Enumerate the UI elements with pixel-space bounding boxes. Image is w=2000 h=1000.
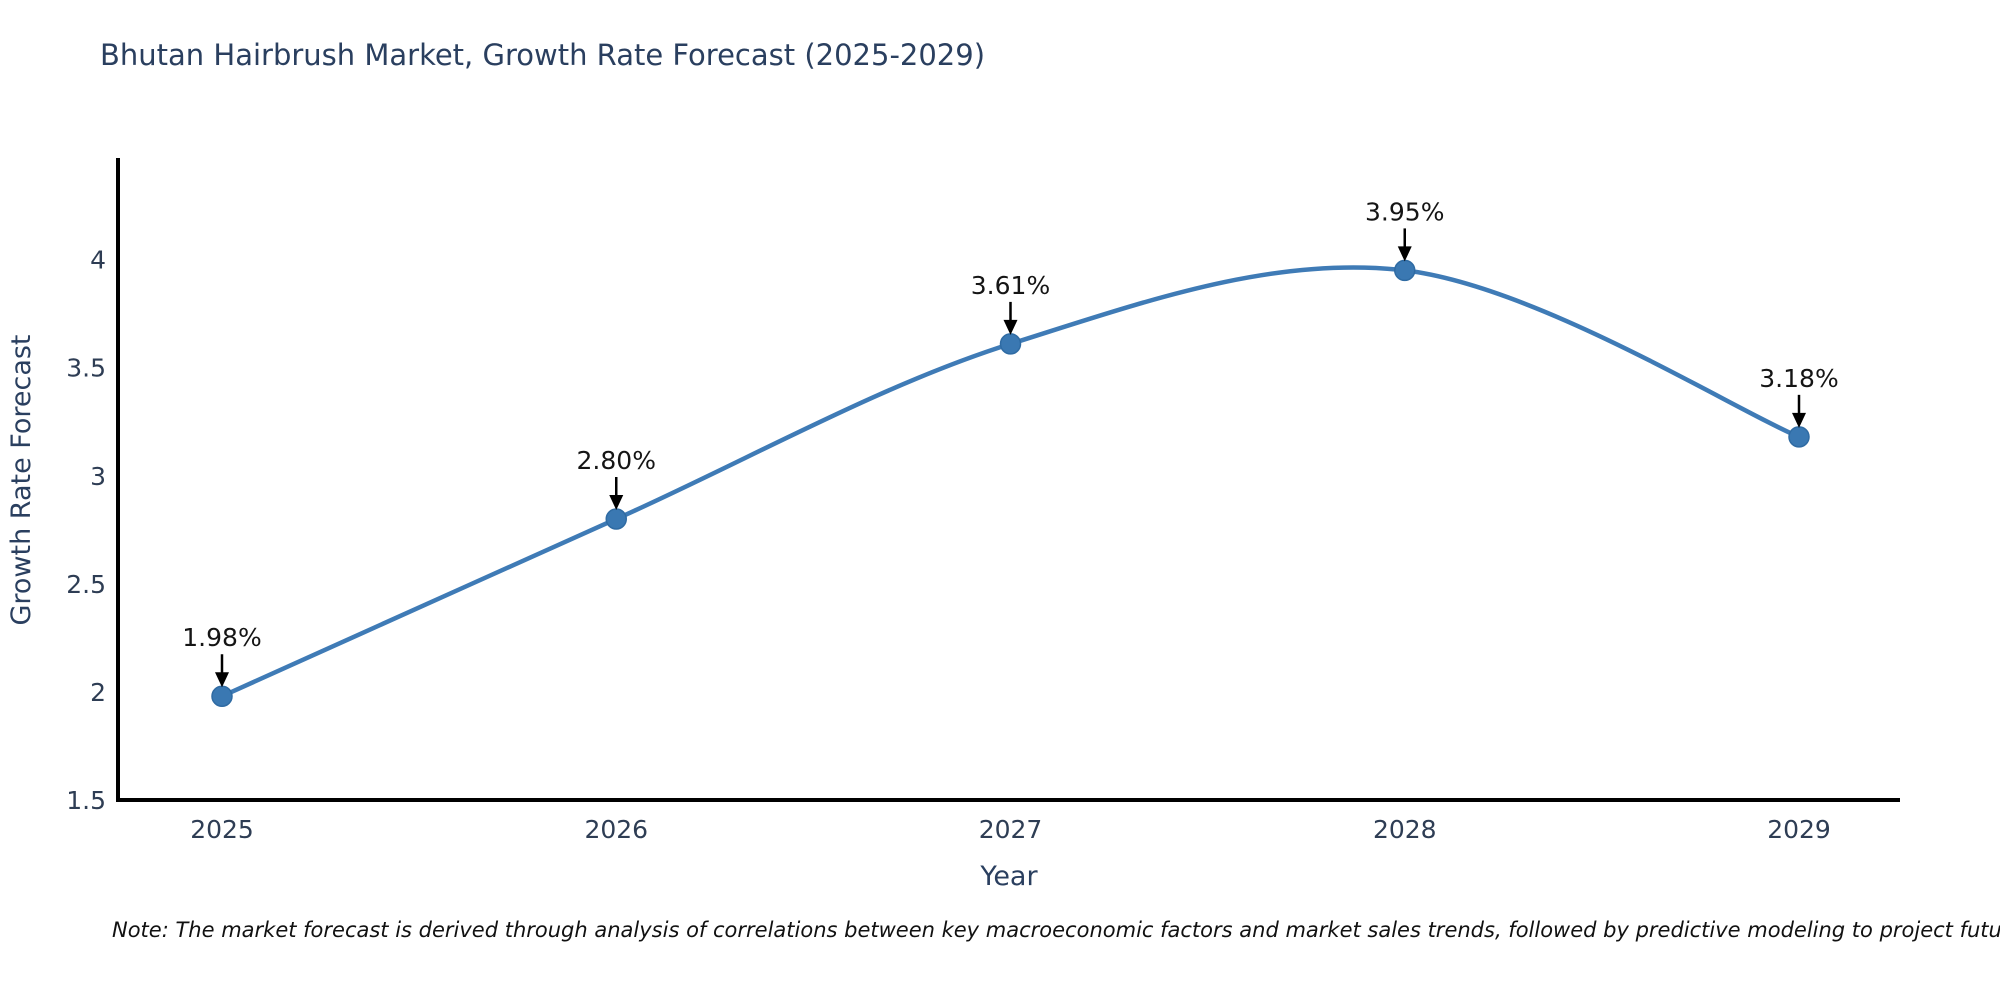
y-tick-label: 3 [90, 462, 106, 491]
y-tick-label: 1.5 [66, 786, 106, 815]
annotation-arrowhead-icon [215, 672, 229, 688]
y-tick-label: 2 [90, 678, 106, 707]
x-axis-title: Year [979, 861, 1038, 892]
data-point-label: 3.18% [1759, 364, 1838, 393]
footnote: Note: The market forecast is derived thr… [112, 918, 2000, 942]
x-tick-label: 2029 [1767, 815, 1831, 844]
series [211, 259, 1810, 707]
data-point-marker[interactable] [999, 333, 1022, 355]
annotation-arrowhead-icon [609, 494, 624, 510]
axis-ticks: 1.5 2 2.5 3 3.5 4 2025 2026 2027 2028 2029 [66, 246, 1831, 844]
y-tick-label: 4 [90, 246, 106, 275]
annotation-arrowhead-icon [1397, 246, 1412, 262]
chart-title: Bhutan Hairbrush Market, Growth Rate For… [100, 38, 986, 72]
y-axis-title: Growth Rate Forecast [6, 334, 37, 625]
x-tick-label: 2026 [584, 815, 648, 844]
data-point-label: 2.80% [577, 446, 656, 475]
y-tick-label: 2.5 [66, 570, 106, 599]
annotation-arrowhead-icon [1792, 412, 1806, 428]
annotation-arrowhead-icon [1003, 319, 1018, 335]
x-tick-label: 2027 [979, 815, 1043, 844]
x-tick-label: 2028 [1373, 815, 1437, 844]
data-point-marker[interactable] [605, 508, 627, 530]
data-point-label: 3.95% [1365, 197, 1444, 226]
data-point-marker[interactable] [1788, 426, 1810, 448]
data-point-marker[interactable] [211, 685, 233, 707]
data-point-label: 3.61% [971, 271, 1050, 300]
annotations: 1.98% 2.80% 3.61% 3.95% 3.18% [182, 197, 1839, 688]
x-tick-label: 2025 [190, 815, 254, 844]
y-tick-label: 3.5 [66, 354, 106, 383]
data-point-label: 1.98% [182, 623, 261, 652]
data-point-marker[interactable] [1394, 259, 1416, 282]
axis-lines [116, 158, 1900, 802]
